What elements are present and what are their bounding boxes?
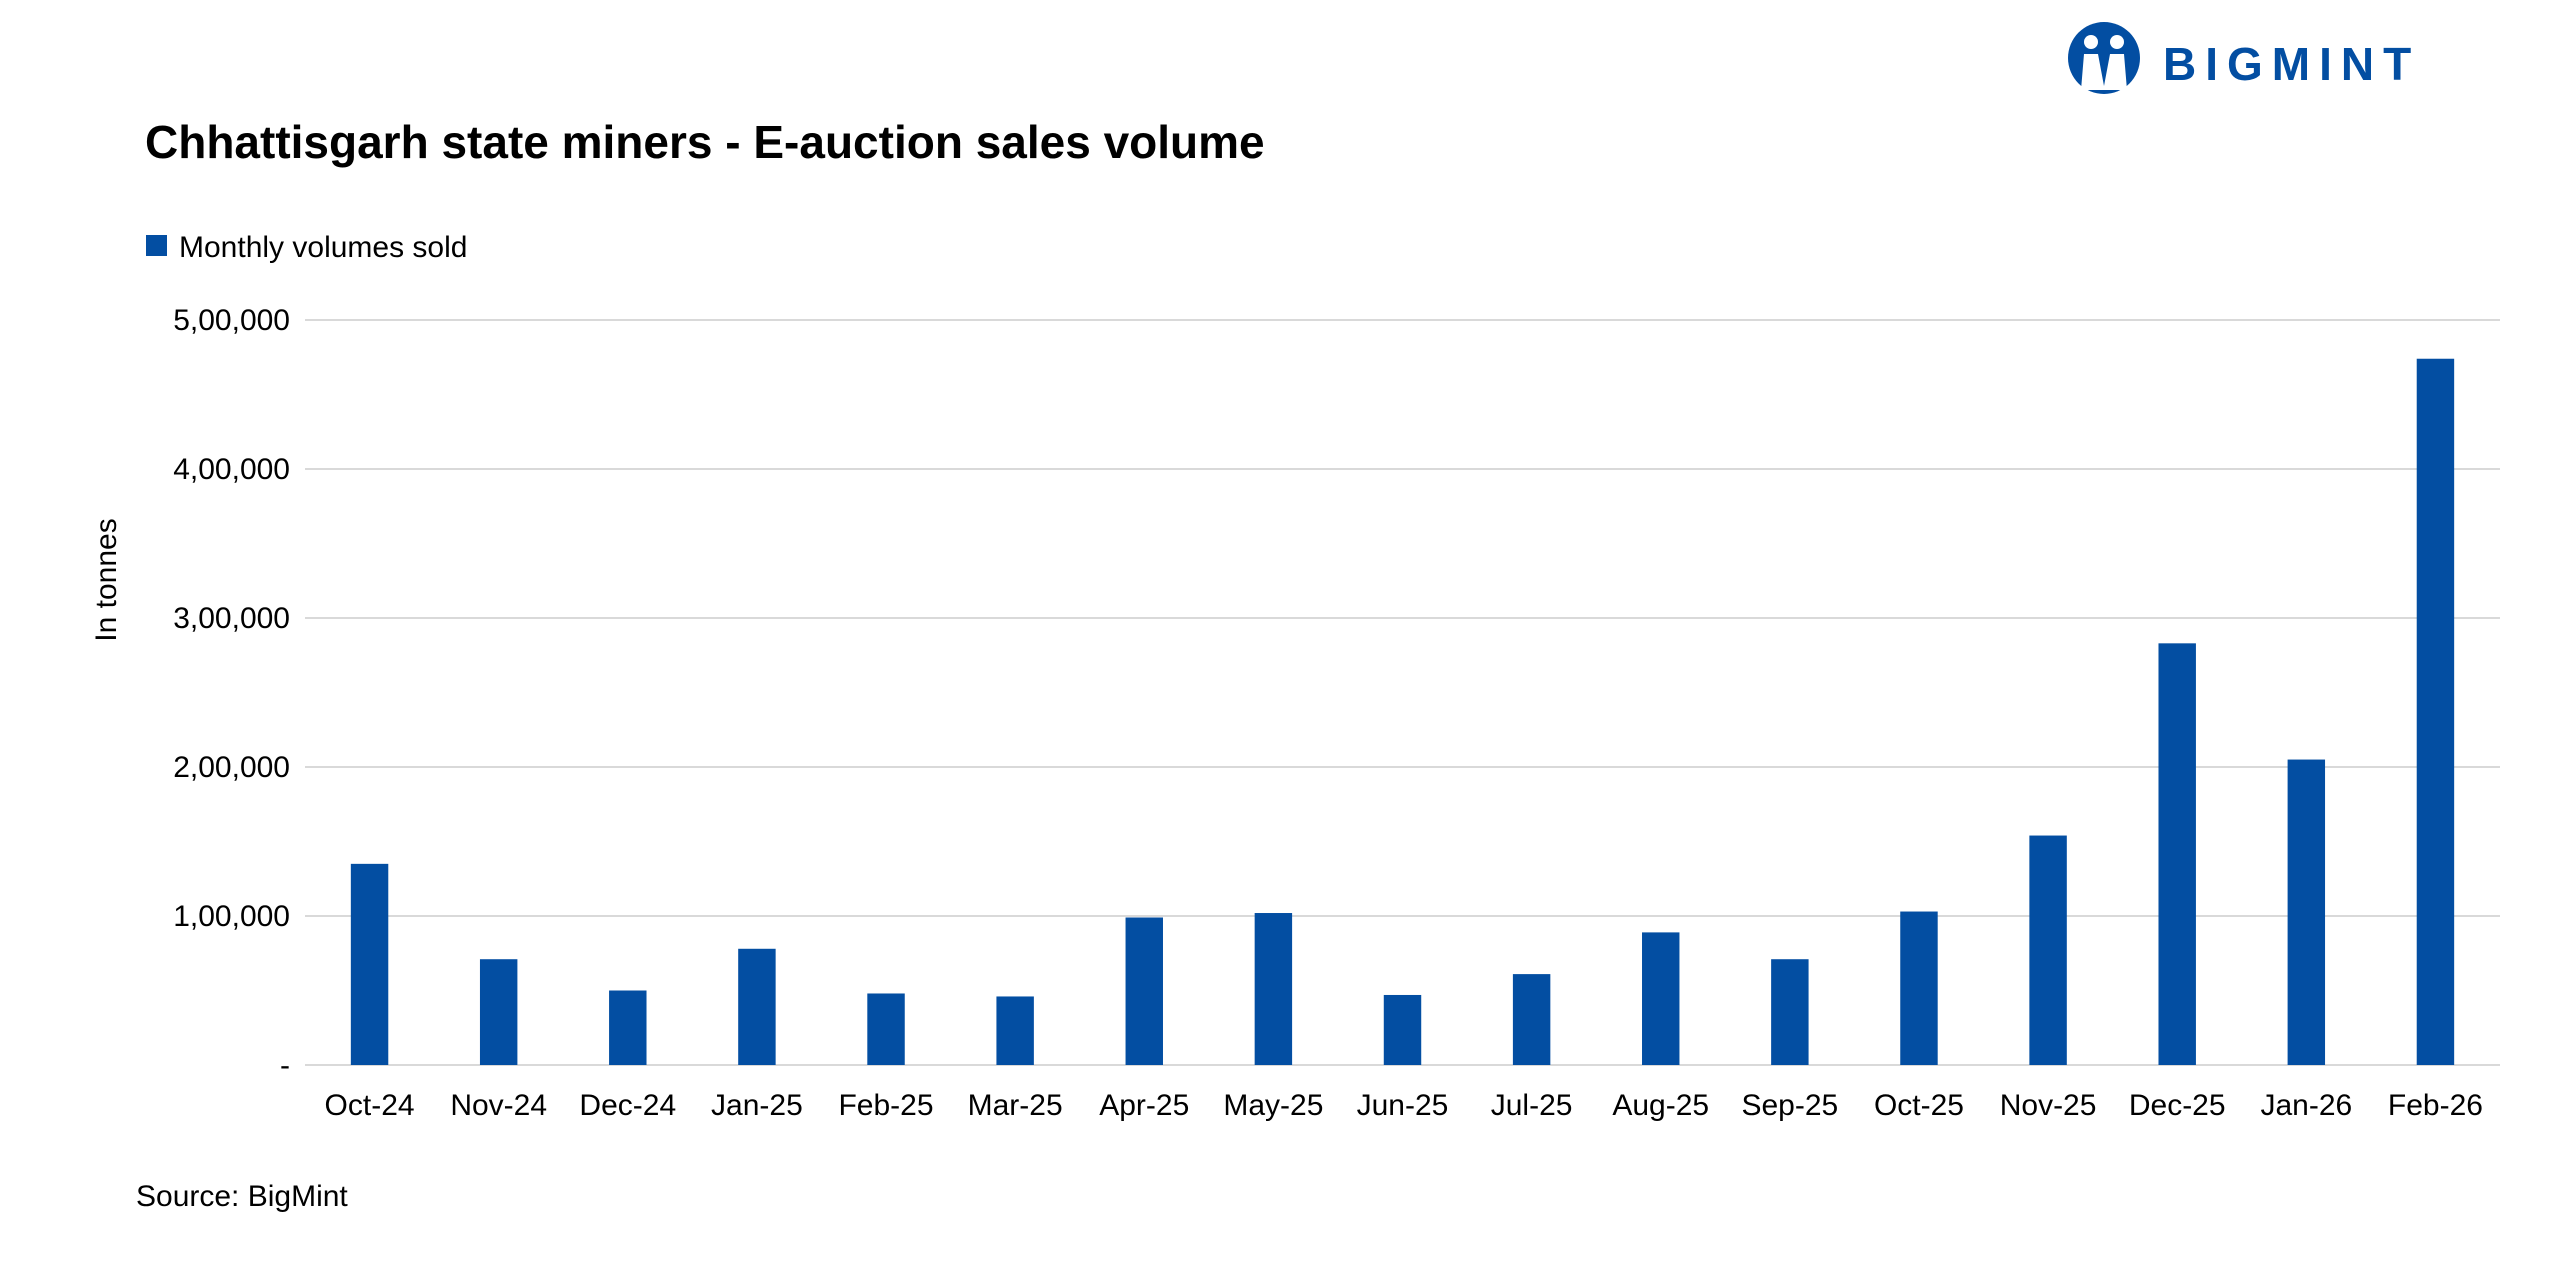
x-tick-label: Nov-24 [450, 1089, 547, 1122]
x-tick-label: Apr-25 [1099, 1089, 1189, 1122]
bar-may-25 [1254, 913, 1293, 1065]
bar-nov-25 [2029, 835, 2067, 1065]
x-tick-label: Jul-25 [1491, 1089, 1573, 1122]
bar-oct-24 [350, 863, 389, 1065]
x-tick-label: Aug-25 [1612, 1089, 1709, 1122]
bar-feb-25 [867, 993, 905, 1065]
x-tick-label: Jun-25 [1357, 1089, 1449, 1122]
x-tick-label: Feb-25 [838, 1089, 933, 1122]
bar-oct-25 [1900, 911, 1938, 1065]
bar-mar-25 [996, 996, 1034, 1065]
x-tick-label: Mar-25 [968, 1089, 1063, 1122]
bar-aug-25 [1642, 932, 1680, 1065]
bar-dec-24 [609, 990, 647, 1065]
bar-jan-25 [738, 948, 776, 1065]
bar-feb-26 [2416, 358, 2455, 1065]
x-tick-label: Jan-26 [2260, 1089, 2352, 1122]
y-tick-label: 1,00,000 [173, 900, 290, 933]
bar-sep-25 [1771, 959, 1809, 1065]
legend-swatch [146, 235, 167, 256]
x-tick-label: Sep-25 [1741, 1089, 1838, 1122]
y-tick-label: 5,00,000 [173, 304, 290, 337]
bar-jul-25 [1512, 974, 1551, 1065]
bigmint-logo: BIGMINT [2068, 22, 2420, 94]
x-tick-label: Oct-25 [1874, 1089, 1964, 1122]
y-tick-label: 3,00,000 [173, 602, 290, 635]
x-tick-label: Jan-25 [711, 1089, 803, 1122]
bar-nov-24 [479, 959, 518, 1065]
logo-text: BIGMINT [2163, 38, 2420, 90]
y-tick-label: 2,00,000 [173, 751, 290, 784]
x-tick-label: Nov-25 [2000, 1089, 2097, 1122]
bar-apr-25 [1125, 917, 1163, 1065]
y-axis-label: In tonnes [90, 518, 123, 641]
legend: Monthly volumes sold [146, 231, 467, 264]
y-tick-label: 4,00,000 [173, 453, 290, 486]
source-note: Source: BigMint [136, 1180, 348, 1213]
x-tick-label: Oct-24 [325, 1089, 415, 1122]
bar-jun-25 [1383, 994, 1422, 1065]
bar-dec-25 [2158, 643, 2196, 1065]
y-tick-label: - [280, 1049, 290, 1082]
x-tick-label: Dec-24 [579, 1089, 676, 1122]
legend-label: Monthly volumes sold [179, 231, 467, 264]
x-tick-label: May-25 [1223, 1089, 1323, 1122]
x-tick-label: Feb-26 [2388, 1089, 2483, 1122]
bar-jan-26 [2287, 759, 2326, 1065]
x-tick-label: Dec-25 [2129, 1089, 2226, 1122]
chart-title: Chhattisgarh state miners - E-auction sa… [145, 116, 1265, 168]
